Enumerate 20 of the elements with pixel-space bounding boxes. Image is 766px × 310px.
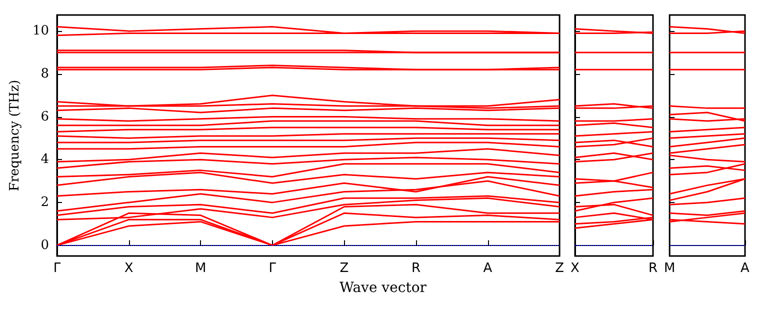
y-tick-label: 8 [40, 66, 49, 82]
x-tick-label: M [664, 261, 676, 276]
x-axis-title: Wave vector [338, 280, 428, 296]
y-tick-label: 4 [40, 152, 49, 168]
x-tick-label: Z [555, 261, 564, 276]
y-tick-label: 6 [40, 109, 49, 124]
y-tick-label: 10 [32, 24, 49, 39]
x-tick-label: M [194, 261, 206, 276]
x-tick-label: Γ [268, 261, 277, 276]
y-tick-label: 2 [40, 194, 49, 210]
y-axis-title: Frequency (THz) [8, 80, 23, 192]
x-tick-label: A [740, 261, 750, 276]
x-tick-label: A [483, 261, 492, 276]
x-tick-label: X [124, 261, 134, 276]
y-tick-label: 0 [40, 238, 49, 253]
x-tick-label: R [648, 261, 658, 276]
x-tick-label: Z [340, 261, 349, 276]
x-tick-label: X [570, 261, 580, 276]
x-tick-label: R [411, 261, 420, 276]
x-tick-label: Γ [53, 261, 62, 276]
